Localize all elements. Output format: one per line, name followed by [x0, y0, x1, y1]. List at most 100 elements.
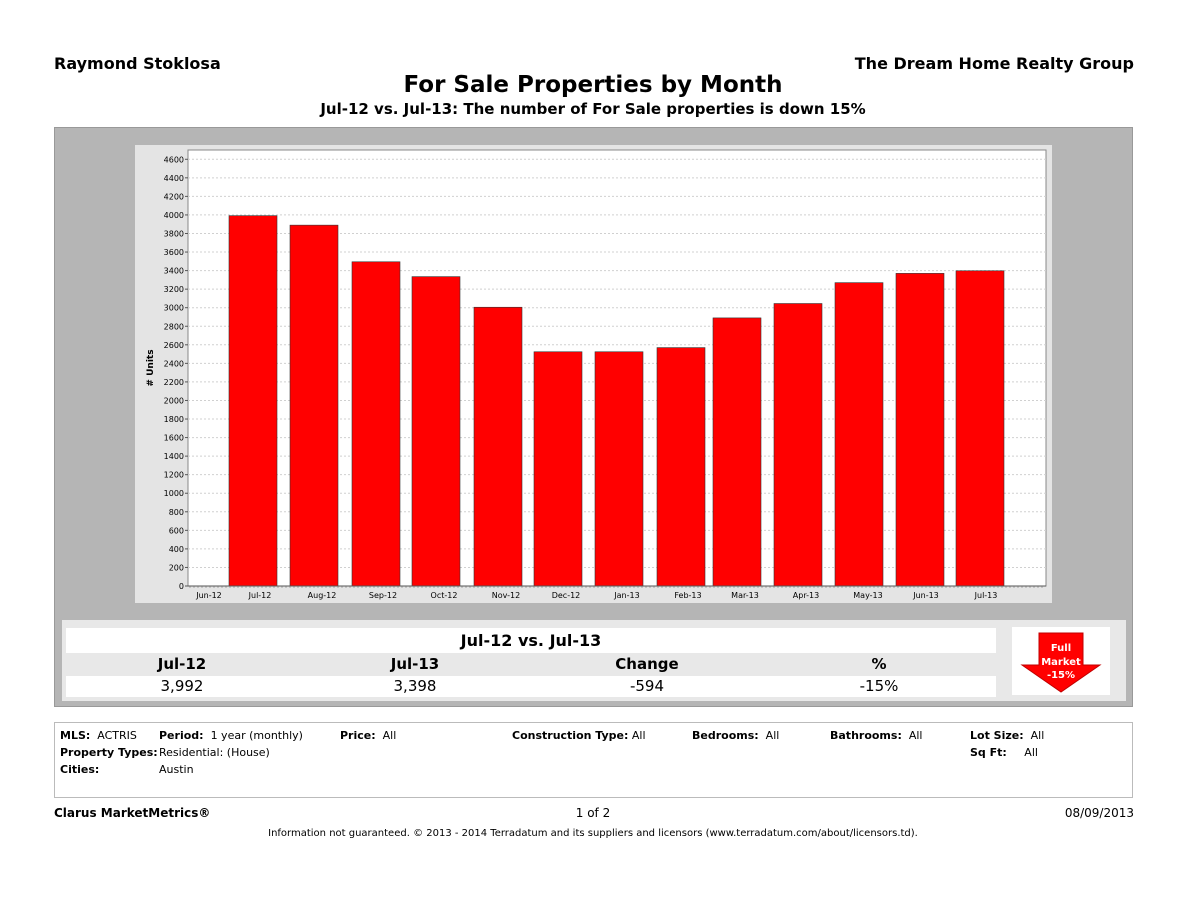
y-tick-label: 1400 — [164, 452, 184, 461]
bar — [773, 303, 823, 587]
y-tick-label: 2600 — [164, 341, 184, 350]
summary-header-jul13: Jul-13 — [390, 655, 440, 673]
criteria-property-types-label: Property Types: — [60, 746, 158, 759]
y-tick-label: 0 — [179, 582, 184, 591]
bar-chart: 0 200 400 600 800 1000 1200 1400 1600 1800 2000 220… — [146, 149, 1047, 600]
y-tick-label: 4200 — [164, 192, 184, 201]
mls-label: MLS: — [60, 729, 91, 742]
summary-value-jul12: 3,992 — [160, 677, 204, 695]
criteria-bathrooms: Bathrooms: All — [830, 729, 922, 742]
y-tick-label: 800 — [169, 508, 184, 517]
y-axis-label: # Units — [146, 349, 156, 386]
y-tick-label: 2800 — [164, 322, 184, 331]
x-tick-label: Jul-13 — [974, 591, 998, 600]
period-value: 1 year (monthly) — [210, 729, 303, 742]
x-tick-label: May-13 — [853, 591, 882, 600]
bedrooms-value: All — [765, 729, 780, 742]
y-tick-label: 1600 — [164, 434, 184, 443]
badge-line3: -15% — [1047, 670, 1075, 681]
badge-line1: Full — [1051, 643, 1071, 654]
summary-header-jul12: Jul-12 — [157, 655, 207, 673]
cities-label: Cities: — [60, 763, 100, 776]
price-value: All — [382, 729, 397, 742]
criteria-cities-value: Austin — [159, 763, 194, 776]
y-tick-label: 1000 — [164, 489, 184, 498]
mls-value: ACTRIS — [97, 729, 137, 742]
x-tick-label: Oct-12 — [431, 591, 458, 600]
lot-size-label: Lot Size: — [970, 729, 1024, 742]
criteria-price: Price: All — [340, 729, 396, 742]
report-subtitle: Jul-12 vs. Jul-13: The number of For Sal… — [320, 100, 866, 118]
footer-page: 1 of 2 — [575, 806, 611, 820]
y-tick-label: 1800 — [164, 415, 184, 424]
bedrooms-label: Bedrooms: — [692, 729, 759, 742]
company-name: The Dream Home Realty Group — [854, 54, 1134, 73]
construction-label: Construction Type: — [512, 729, 629, 742]
x-tick-label: Jun-13 — [912, 591, 939, 600]
bar — [351, 261, 401, 587]
full-market-badge: Full Market -15% — [1012, 627, 1110, 695]
bar — [411, 276, 461, 587]
property-types-label: Property Types: — [60, 746, 158, 759]
y-tick-label: 600 — [169, 526, 184, 535]
y-tick-label: 4000 — [164, 211, 184, 220]
criteria-construction: Construction Type: All — [512, 729, 646, 742]
bar — [895, 273, 945, 587]
x-tick-label: Jan-13 — [613, 591, 639, 600]
x-tick-label: Aug-12 — [308, 591, 337, 600]
y-tick-label: 1200 — [164, 471, 184, 480]
bar — [712, 317, 762, 587]
criteria-bedrooms: Bedrooms: All — [692, 729, 779, 742]
y-tick-label: 4400 — [164, 174, 184, 183]
bathrooms-value: All — [908, 729, 923, 742]
x-tick-label: Mar-13 — [731, 591, 759, 600]
y-tick-label: 4600 — [164, 155, 184, 164]
y-tick-label: 2000 — [164, 396, 184, 405]
bar — [473, 306, 523, 587]
footer-date: 08/09/2013 — [1064, 806, 1134, 820]
bar — [834, 282, 884, 587]
criteria-period: Period: 1 year (monthly) — [159, 729, 303, 742]
summary-values-row — [66, 676, 996, 697]
bar — [955, 270, 1005, 587]
agent-name: Raymond Stoklosa — [54, 54, 221, 73]
y-tick-label: 3600 — [164, 248, 184, 257]
construction-value: All — [631, 729, 646, 742]
x-tick-label: Nov-12 — [492, 591, 520, 600]
badge-line2: Market — [1041, 657, 1081, 668]
sqft-label: Sq Ft: — [970, 746, 1007, 759]
chart-area: 0 200 400 600 800 1000 1200 1400 1600 1800 2000 220… — [135, 145, 1052, 603]
summary-value-change: -594 — [629, 677, 665, 695]
x-tick-label: Jun-12 — [195, 591, 222, 600]
x-tick-label: Sep-12 — [369, 591, 397, 600]
footer-disclaimer: Information not guaranteed. © 2013 - 201… — [268, 828, 918, 839]
summary-header-change: Change — [615, 655, 679, 673]
summary-title: Jul-12 vs. Jul-13 — [66, 628, 996, 653]
bar — [228, 215, 278, 587]
x-tick-label: Apr-13 — [793, 591, 819, 600]
bar — [289, 224, 339, 587]
y-tick-label: 2200 — [164, 378, 184, 387]
y-tick-label: 400 — [169, 545, 184, 554]
x-tick-label: Jul-12 — [248, 591, 272, 600]
summary-value-jul13: 3,398 — [393, 677, 437, 695]
period-label: Period: — [159, 729, 204, 742]
y-tick-label: 3400 — [164, 267, 184, 276]
y-tick-label: 2400 — [164, 359, 184, 368]
y-tick-label: 3800 — [164, 229, 184, 238]
bar — [594, 351, 644, 587]
criteria-mls: MLS: ACTRIS — [60, 729, 137, 742]
y-tick-label: 3200 — [164, 285, 184, 294]
report-criteria — [54, 722, 1133, 798]
criteria-cities-label: Cities: — [60, 763, 99, 776]
criteria-lot-size: Lot Size: All — [970, 729, 1044, 742]
criteria-property-types-value: Residential: (House) — [159, 746, 270, 759]
bathrooms-label: Bathrooms: — [830, 729, 902, 742]
y-tick-label: 200 — [169, 563, 184, 572]
bar — [656, 347, 706, 587]
x-tick-label: Feb-13 — [674, 591, 701, 600]
x-tick-label: Dec-12 — [552, 591, 581, 600]
report-title: For Sale Properties by Month — [403, 72, 783, 98]
footer-brand: Clarus MarketMetrics® — [54, 806, 211, 820]
down-arrow-icon: Full Market -15% — [1020, 632, 1102, 693]
